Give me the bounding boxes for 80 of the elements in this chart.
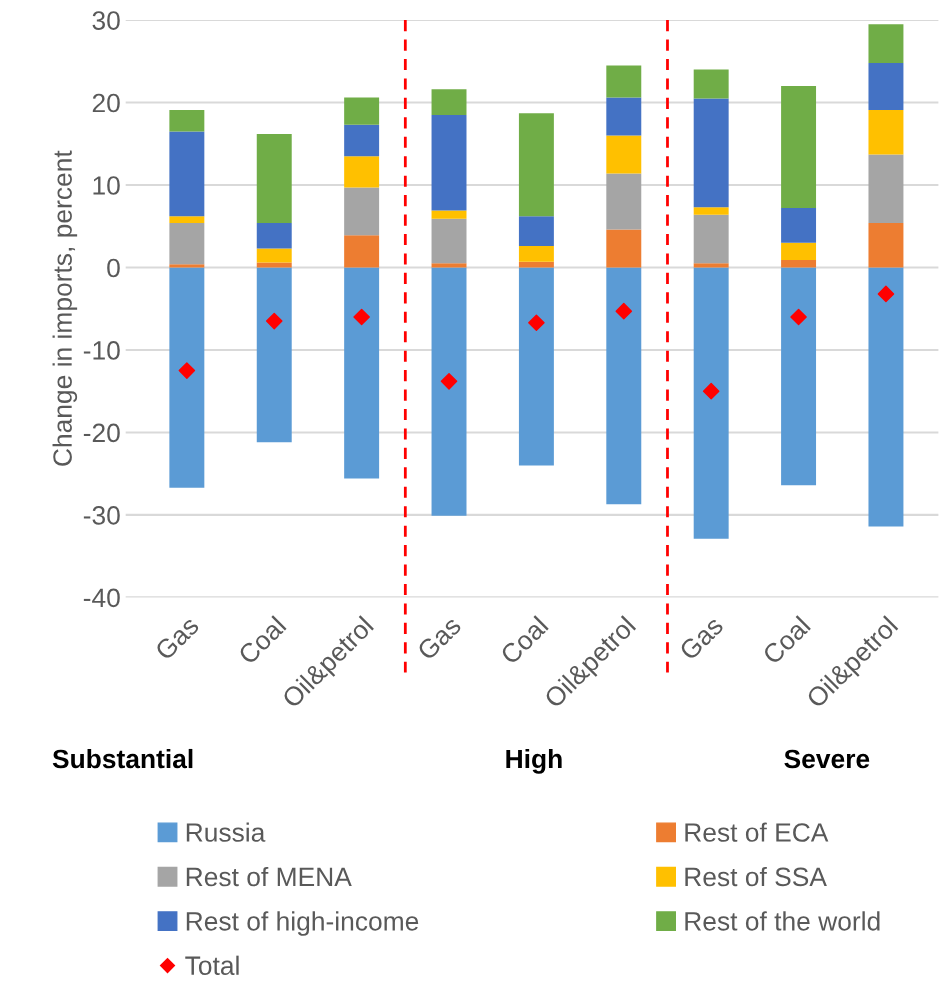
bar [344,187,380,236]
y-tick-label: -40 [83,588,120,608]
bar [431,267,467,516]
bar [868,267,904,527]
bar [344,267,380,479]
bar [868,24,904,63]
legend-label: Rest of MENA [186,866,352,887]
bar [344,97,380,125]
y-tick-label: -30 [83,506,120,525]
bar [256,248,292,263]
bar [256,267,292,443]
bar [169,222,205,265]
point [790,308,807,326]
bar [606,135,642,174]
bar [169,109,205,132]
bar [169,216,205,223]
text: Severe [784,749,870,769]
bar [169,131,205,217]
bar [868,109,904,155]
y-tick-label: -10 [83,341,120,360]
bar [518,267,554,466]
bar [693,207,729,215]
y-axis-title: Change in imports, percent [52,150,78,466]
point [178,362,196,379]
bar [693,98,729,208]
bar [518,246,554,262]
legend-label: Rest of ECA [685,822,829,842]
bar [781,267,817,486]
y-tick-label: -20 [83,423,120,443]
point [353,308,370,326]
bar [868,62,904,110]
bar [693,267,729,539]
bar [431,210,467,219]
bar [693,214,729,264]
bar [256,133,292,223]
bar [606,267,642,505]
bar [169,267,205,488]
bar [169,264,205,268]
point [615,302,633,320]
legend-label: Rest of high-income [186,911,419,936]
bar [606,173,642,230]
bar [606,229,642,268]
text: High [506,748,562,774]
y-tick-label: 0 [107,258,120,278]
bar [256,222,292,249]
bar [693,69,729,99]
point [877,285,895,303]
bar [781,260,817,268]
bar [344,156,380,188]
point [440,373,458,390]
bar [868,154,904,223]
y-tick-label: 20 [92,93,120,113]
x-tick-label: Gas [154,615,200,662]
bar [431,114,467,211]
legend-label: Rest of SSA [685,866,827,887]
legend-label: Russia [186,822,266,842]
bar [431,89,467,115]
legend-label: Total [185,955,239,976]
x-tick-label: Gas [416,615,463,662]
bar [781,208,817,243]
y-tick-label: 30 [92,11,120,30]
bar [518,113,554,217]
bar [693,263,729,268]
legend-label: Rest of the world [685,911,880,931]
bar [431,263,467,268]
y-tick-label: 10 [93,176,120,195]
text: Substantial [52,748,193,769]
bar [344,124,380,157]
bar [606,97,642,136]
bar [606,65,642,98]
bar [431,218,467,264]
bar [868,222,904,268]
bar [344,235,380,268]
bar [781,242,817,261]
point [265,312,283,330]
bar [781,86,817,209]
bar [518,216,554,247]
point [528,314,545,332]
point [702,382,720,400]
x-tick-label: Gas [678,615,725,662]
